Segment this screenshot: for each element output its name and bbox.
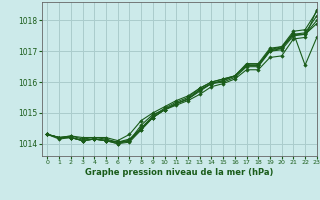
X-axis label: Graphe pression niveau de la mer (hPa): Graphe pression niveau de la mer (hPa): [85, 168, 273, 177]
